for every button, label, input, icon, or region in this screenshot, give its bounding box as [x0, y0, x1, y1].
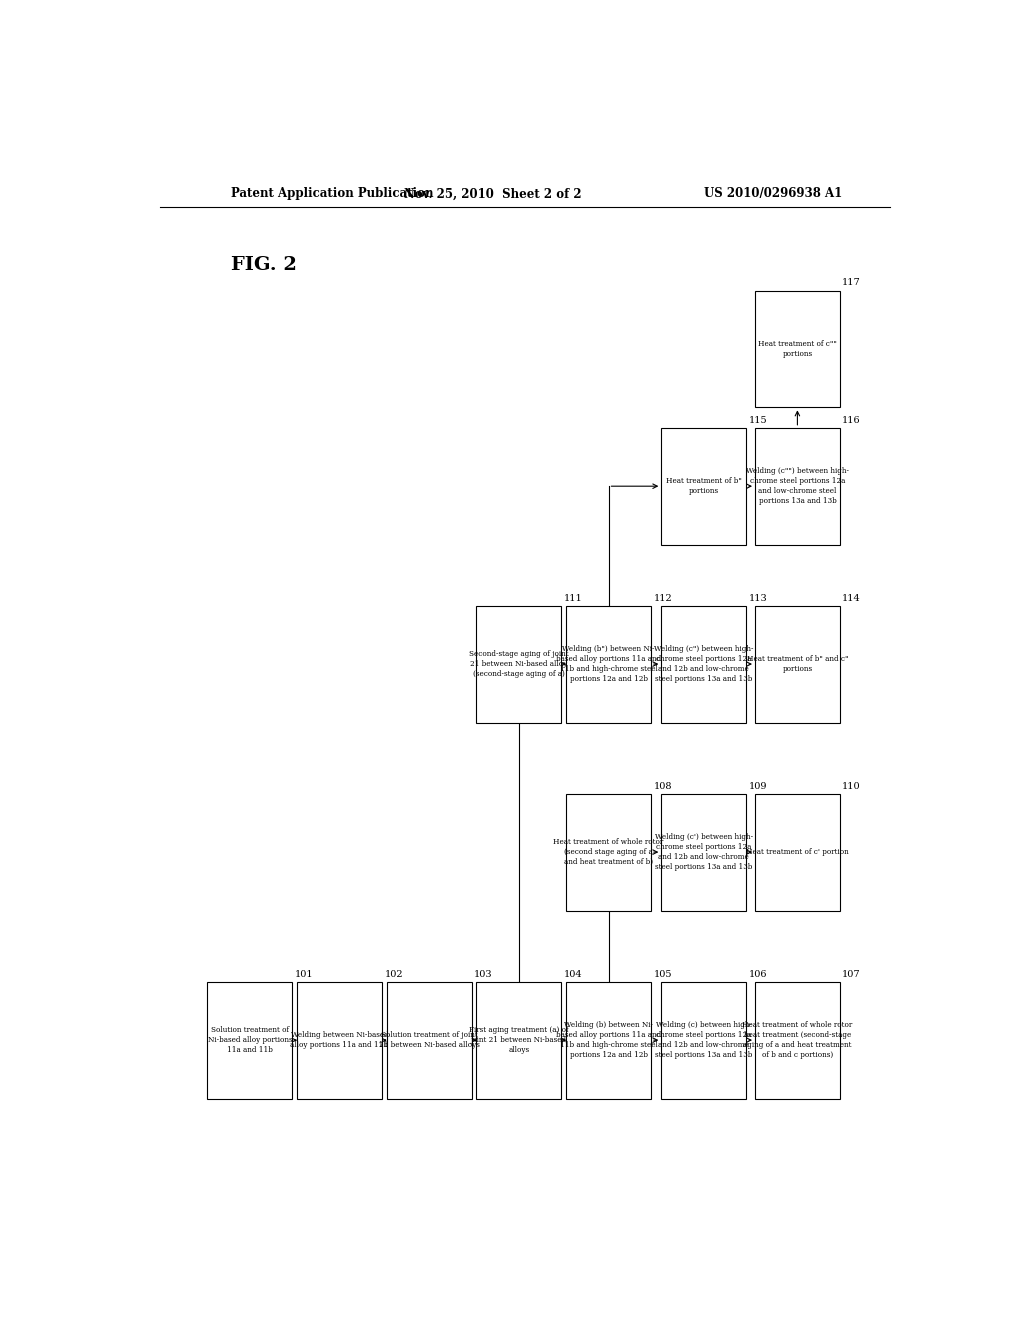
Text: Welding (b") between Ni-
based alloy portions 11a and
11b and high-chrome steel
: Welding (b") between Ni- based alloy por… [556, 645, 662, 684]
FancyBboxPatch shape [755, 793, 840, 911]
Text: 111: 111 [563, 594, 583, 602]
Text: 101: 101 [295, 970, 313, 978]
Text: Welding (b) between Ni-
based alloy portions 11a and
11b and high-chrome steel
p: Welding (b) between Ni- based alloy port… [556, 1020, 662, 1059]
Text: 110: 110 [842, 781, 861, 791]
FancyBboxPatch shape [755, 290, 840, 408]
Text: Solution treatment of
Ni-based alloy portions
11a and 11b: Solution treatment of Ni-based alloy por… [208, 1026, 292, 1055]
Text: Solution treatment of joint
21 between Ni-based alloys: Solution treatment of joint 21 between N… [379, 1031, 479, 1049]
Text: 106: 106 [749, 970, 767, 978]
Text: Heat treatment of c' portion: Heat treatment of c' portion [746, 847, 849, 857]
FancyBboxPatch shape [662, 606, 746, 722]
FancyBboxPatch shape [207, 982, 292, 1098]
Text: 102: 102 [384, 970, 403, 978]
Text: 112: 112 [653, 594, 672, 602]
Text: 115: 115 [749, 416, 767, 425]
FancyBboxPatch shape [662, 793, 746, 911]
Text: 107: 107 [842, 970, 861, 978]
Text: Welding (c"") between high-
chrome steel portions 12a
and low-chrome steel
porti: Welding (c"") between high- chrome steel… [745, 467, 849, 506]
Text: Welding (c) between high-
chrome steel portions 12a
and 12b and low-chrome
steel: Welding (c) between high- chrome steel p… [655, 1020, 753, 1059]
Text: 104: 104 [563, 970, 583, 978]
Text: 113: 113 [749, 594, 767, 602]
FancyBboxPatch shape [566, 606, 651, 722]
Text: Welding (c') between high-
chrome steel portions 12a
and 12b and low-chrome
stee: Welding (c') between high- chrome steel … [654, 833, 753, 871]
FancyBboxPatch shape [297, 982, 382, 1098]
Text: Welding (c") between high-
chrome steel portions 12a
and 12b and low-chrome
stee: Welding (c") between high- chrome steel … [654, 645, 754, 684]
FancyBboxPatch shape [566, 793, 651, 911]
Text: Heat treatment of whole rotor
heat treatment (second-stage
aging of a and heat t: Heat treatment of whole rotor heat treat… [742, 1020, 853, 1059]
Text: Heat treatment of b" and c"
portions: Heat treatment of b" and c" portions [746, 655, 848, 673]
Text: 103: 103 [474, 970, 493, 978]
Text: Patent Application Publication: Patent Application Publication [231, 187, 434, 201]
FancyBboxPatch shape [662, 428, 746, 545]
Text: 117: 117 [842, 279, 861, 288]
Text: 105: 105 [653, 970, 672, 978]
Text: Second-stage aging of joint
21 between Ni-based alloy
(second-stage aging of a): Second-stage aging of joint 21 between N… [469, 649, 568, 678]
Text: 116: 116 [842, 416, 861, 425]
FancyBboxPatch shape [566, 982, 651, 1098]
FancyBboxPatch shape [755, 428, 840, 545]
Text: Heat treatment of c""
portions: Heat treatment of c"" portions [758, 341, 837, 358]
FancyBboxPatch shape [755, 982, 840, 1098]
FancyBboxPatch shape [476, 606, 561, 722]
Text: First aging treatment (a) of
joint 21 between Ni-based
alloys: First aging treatment (a) of joint 21 be… [469, 1026, 568, 1055]
Text: 109: 109 [749, 781, 767, 791]
Text: 108: 108 [653, 781, 672, 791]
Text: Heat treatment of whole rotor
(second stage aging of a
and heat treatment of b): Heat treatment of whole rotor (second st… [553, 838, 664, 866]
Text: Welding between Ni-based
alloy portions 11a and 11b: Welding between Ni-based alloy portions … [291, 1031, 388, 1049]
FancyBboxPatch shape [476, 982, 561, 1098]
Text: FIG. 2: FIG. 2 [231, 256, 297, 275]
Text: 114: 114 [842, 594, 861, 602]
FancyBboxPatch shape [662, 982, 746, 1098]
Text: Heat treatment of b"
portions: Heat treatment of b" portions [666, 477, 741, 495]
FancyBboxPatch shape [755, 606, 840, 722]
Text: Nov. 25, 2010  Sheet 2 of 2: Nov. 25, 2010 Sheet 2 of 2 [404, 187, 582, 201]
Text: US 2010/0296938 A1: US 2010/0296938 A1 [703, 187, 842, 201]
FancyBboxPatch shape [387, 982, 472, 1098]
